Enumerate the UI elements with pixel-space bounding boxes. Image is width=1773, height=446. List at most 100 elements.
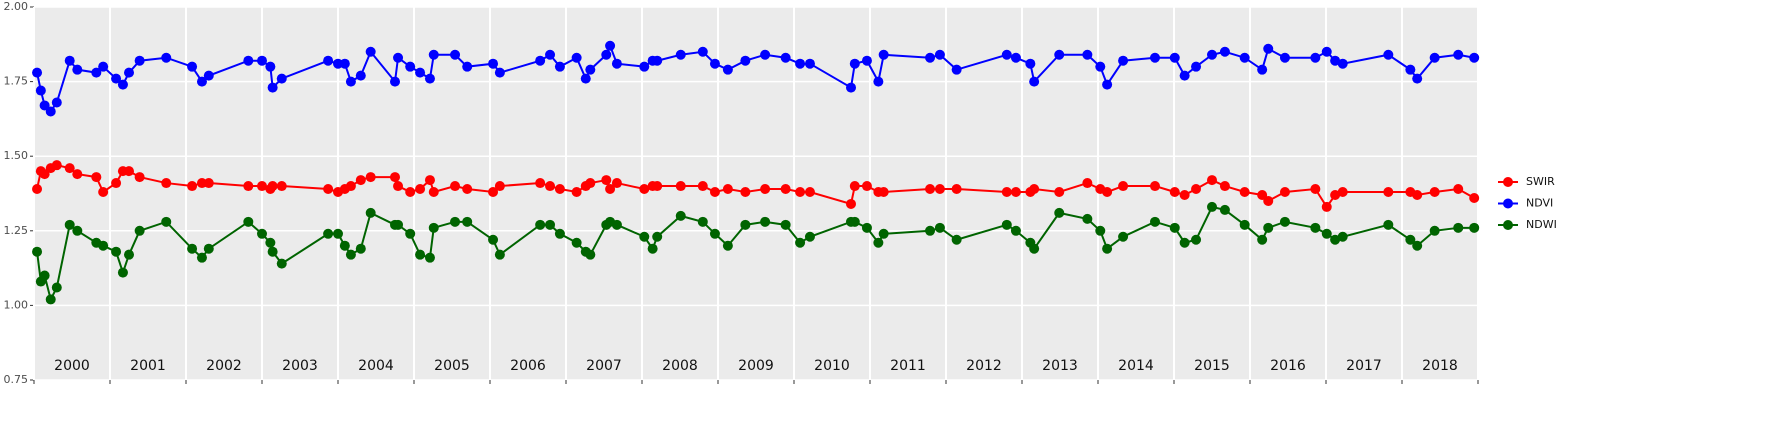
point [428,187,439,198]
point [571,237,582,248]
point [1191,184,1202,195]
point [1029,76,1040,87]
point [111,246,122,257]
point [1469,192,1480,203]
point [554,61,565,72]
point [1179,189,1190,200]
point [243,181,254,192]
y-tick-label: 2.00 [4,0,29,13]
point [873,76,884,87]
point [345,76,356,87]
point [450,49,461,60]
point [494,181,505,192]
point [1239,187,1250,198]
point [393,219,404,230]
point [601,175,612,186]
point [333,228,343,239]
point [697,216,708,227]
point [98,61,109,72]
point [861,181,872,192]
point [365,207,376,218]
point [161,52,172,63]
point [424,73,435,84]
point [345,181,356,192]
point [1029,184,1040,195]
point [1219,46,1230,57]
point [161,178,172,189]
point [450,181,461,192]
point [494,249,505,260]
point [111,178,122,189]
point [39,270,50,281]
point [760,184,771,195]
point [1102,79,1113,90]
point [925,52,936,63]
point [1001,219,1012,230]
point [1082,213,1093,224]
legend-point [1503,220,1513,230]
point [1330,189,1341,200]
point [134,172,145,183]
point [405,187,416,198]
point [424,175,435,186]
point [1263,222,1274,233]
point [740,187,751,198]
point [111,73,122,84]
point [462,61,473,72]
point [1263,43,1274,54]
point [32,184,43,195]
point [1239,219,1250,230]
point [795,187,806,198]
point [390,172,400,183]
legend-point [1503,198,1513,209]
point [462,216,473,227]
point [462,184,473,195]
point [740,55,751,66]
point [276,181,287,192]
x-tick-label: 2005 [434,358,470,374]
point [545,219,556,230]
point [1337,187,1348,198]
point [1310,222,1321,233]
point [545,181,556,192]
point [1150,52,1160,63]
point [709,187,720,198]
legend-point [1503,177,1513,187]
point [1321,228,1332,239]
point [32,67,43,78]
point [1118,55,1129,66]
point [1191,61,1202,72]
point [1001,49,1012,60]
point [795,237,806,248]
point [1054,187,1065,198]
x-tick-label: 2003 [282,358,318,374]
point [611,219,622,230]
point [934,49,945,60]
point [585,64,596,75]
point [1453,222,1464,233]
point [339,58,350,69]
point [187,181,198,192]
point [1337,231,1348,242]
point [1102,243,1113,254]
point [161,216,172,227]
point [804,231,815,242]
point [1118,181,1129,192]
point [124,249,134,260]
point [1453,49,1464,60]
point [72,64,83,75]
point [605,40,616,51]
point [72,169,83,180]
point [1191,234,1202,245]
x-tick-label: 2017 [1346,358,1382,374]
point [1310,184,1321,195]
point [873,237,884,248]
point [647,243,658,254]
point [934,184,945,195]
point [795,58,806,69]
point [124,166,134,177]
point [339,240,350,251]
y-tick-label: 1.50 [4,149,29,162]
point [1383,49,1394,60]
point [1429,225,1440,236]
